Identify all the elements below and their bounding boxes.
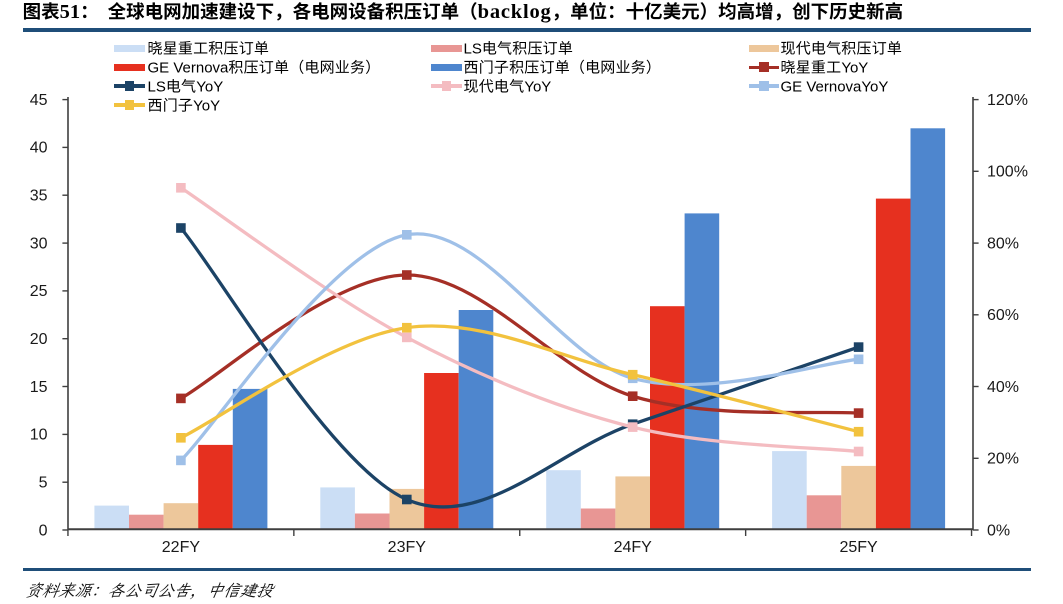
- svg-text:45: 45: [30, 92, 48, 109]
- svg-text:35: 35: [30, 188, 48, 205]
- svg-text:30: 30: [30, 235, 48, 252]
- svg-text:40: 40: [30, 140, 48, 157]
- svg-text:22FY: 22FY: [162, 539, 201, 556]
- svg-text:25: 25: [30, 283, 48, 300]
- svg-text:5: 5: [39, 475, 48, 492]
- svg-text:0: 0: [39, 522, 48, 539]
- svg-text:0%: 0%: [987, 522, 1010, 539]
- svg-text:24FY: 24FY: [614, 539, 653, 556]
- svg-text:20: 20: [30, 331, 48, 348]
- svg-text:60%: 60%: [987, 307, 1019, 324]
- svg-text:40%: 40%: [987, 379, 1019, 396]
- svg-text:100%: 100%: [987, 164, 1028, 181]
- svg-text:23FY: 23FY: [388, 539, 427, 556]
- svg-text:120%: 120%: [987, 92, 1028, 109]
- svg-text:15: 15: [30, 379, 48, 396]
- svg-text:20%: 20%: [987, 451, 1019, 468]
- svg-text:80%: 80%: [987, 235, 1019, 252]
- svg-text:25FY: 25FY: [839, 539, 878, 556]
- svg-text:10: 10: [30, 427, 48, 444]
